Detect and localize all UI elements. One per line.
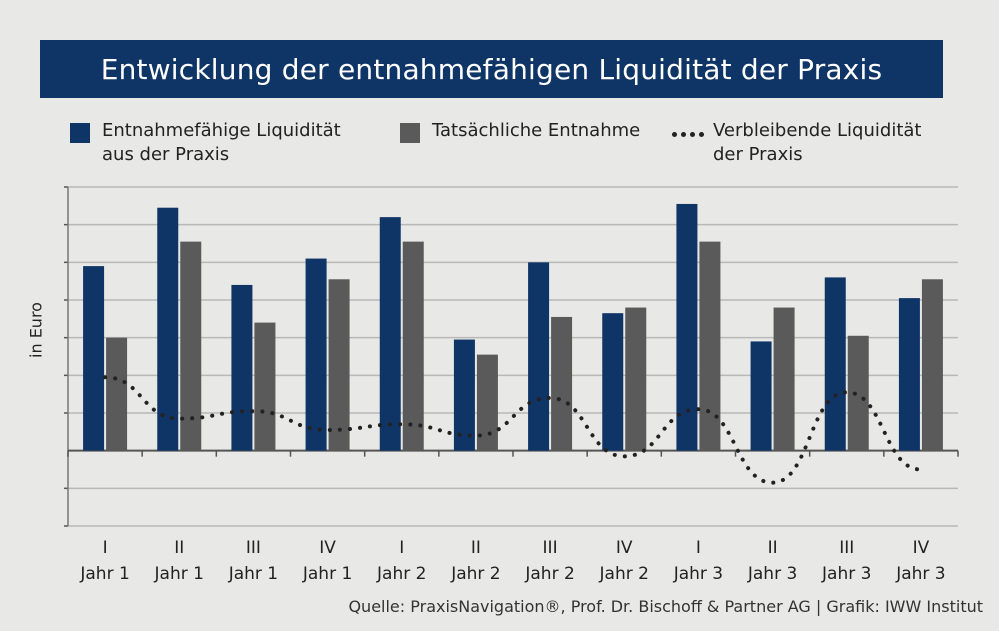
x-tick-label-quarter: II — [768, 538, 778, 558]
bar-liquidity — [898, 298, 920, 451]
bar-withdrawal — [328, 279, 350, 451]
bar-liquidity — [379, 217, 401, 451]
legend-swatch-liquidity — [70, 123, 90, 143]
bar-liquidity — [676, 203, 698, 451]
bar-liquidity — [750, 341, 772, 451]
bar-withdrawal — [699, 241, 721, 451]
x-tick-label-quarter: I — [399, 538, 404, 558]
legend-label-liquidity: Entnahmefähige Liquidität aus der Praxis — [102, 120, 341, 165]
bar-withdrawal — [106, 337, 128, 451]
bar-liquidity — [528, 262, 550, 451]
legend-swatch-withdrawal — [400, 123, 420, 143]
x-tick-label-quarter: I — [103, 538, 108, 558]
chart-title: Entwicklung der entnahmefähigen Liquidit… — [40, 40, 943, 98]
x-tick-label-year: Jahr 1 — [228, 564, 278, 584]
legend-label-remaining: Verbleibende Liquidität der Praxis — [713, 120, 922, 165]
x-tick-label-quarter: II — [174, 538, 184, 558]
bar-withdrawal — [625, 307, 647, 451]
bar-withdrawal — [921, 279, 943, 451]
x-tick-label-quarter: II — [471, 538, 481, 558]
bar-liquidity — [824, 277, 846, 451]
bar-liquidity — [157, 207, 179, 451]
bar-liquidity — [231, 284, 253, 451]
x-tick-label-year: Jahr 2 — [450, 564, 500, 584]
x-tick-label-year: Jahr 2 — [376, 564, 426, 584]
legend-dots-remaining — [672, 132, 704, 137]
x-tick-label-quarter: III — [246, 538, 261, 558]
source-note: Quelle: PraxisNavigation®, Prof. Dr. Bis… — [348, 597, 983, 616]
bar-withdrawal — [551, 316, 573, 451]
bar-withdrawal — [402, 241, 424, 451]
legend-label-withdrawal: Tatsächliche Entnahme — [432, 120, 641, 141]
x-tick-label-quarter: IV — [616, 538, 633, 558]
x-tick-label-year: Jahr 3 — [673, 564, 723, 584]
x-tick-label-year: Jahr 3 — [895, 564, 945, 584]
line-remaining-liquidity — [103, 375, 923, 485]
x-tick-label-quarter: III — [839, 538, 854, 558]
x-tick-label-year: Jahr 3 — [747, 564, 797, 584]
bar-withdrawal — [254, 322, 276, 451]
bar-withdrawal — [773, 307, 795, 451]
bar-liquidity — [453, 339, 475, 451]
x-tick-label-quarter: III — [543, 538, 558, 558]
x-tick-label-year: Jahr 2 — [599, 564, 649, 584]
x-tick-label-quarter: IV — [913, 538, 930, 558]
x-tick-label-year: Jahr 1 — [154, 564, 204, 584]
x-tick-label-year: Jahr 2 — [524, 564, 574, 584]
x-tick-label-quarter: IV — [319, 538, 336, 558]
x-tick-label-year: Jahr 1 — [79, 564, 129, 584]
bar-liquidity — [83, 266, 105, 451]
bar-withdrawal — [476, 354, 498, 451]
bar-withdrawal — [847, 335, 869, 451]
x-tick-label-year: Jahr 3 — [821, 564, 871, 584]
bar-withdrawal — [180, 241, 202, 451]
x-tick-label-year: Jahr 1 — [302, 564, 352, 584]
x-tick-label-quarter: I — [696, 538, 701, 558]
bar-liquidity — [602, 313, 624, 451]
bar-liquidity — [305, 258, 327, 451]
